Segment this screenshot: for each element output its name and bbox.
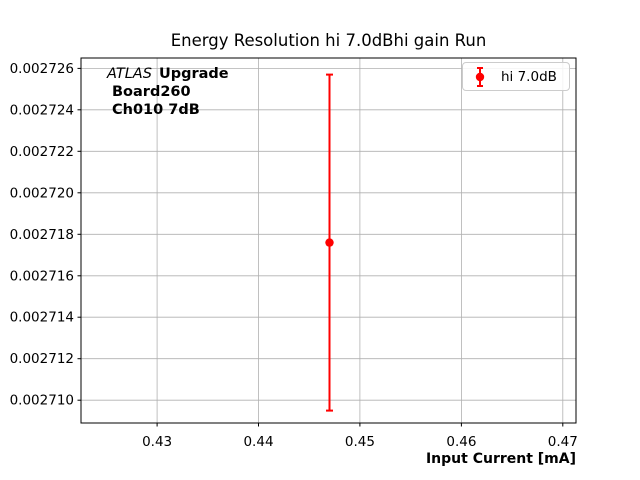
- chart-title: Energy Resolution hi 7.0dBhi gain Run: [170, 31, 487, 50]
- upgrade-label: Upgrade: [158, 66, 229, 82]
- data-point: [325, 238, 334, 247]
- y-tick-label: 0.002714: [10, 310, 74, 326]
- y-tick-label: 0.002722: [10, 144, 74, 160]
- x-tick-label: 0.46: [446, 434, 476, 450]
- legend-label: hi 7.0dB: [501, 68, 557, 85]
- channel-label: Ch010 7dB: [112, 102, 200, 118]
- y-tick-label: 0.002716: [10, 268, 74, 284]
- y-tick-label: 0.002710: [10, 393, 74, 409]
- plot-border: [80, 57, 577, 424]
- annotation-line-1: ATLAS Upgrade: [107, 65, 229, 83]
- legend-data-point: [475, 72, 485, 81]
- x-tick-label: 0.47: [548, 434, 578, 450]
- y-tick-label: 0.002718: [10, 227, 74, 243]
- y-tick-label: 0.002712: [10, 351, 74, 367]
- atlas-label: ATLAS: [107, 66, 152, 82]
- board-label: Board260: [112, 84, 191, 100]
- errorbar-marker-icon: [475, 66, 485, 87]
- x-tick-label: 0.44: [243, 434, 273, 450]
- x-tick-label: 0.43: [142, 434, 172, 450]
- x-axis-label: Input Current [mA]: [425, 451, 576, 467]
- y-tick-label: 0.002726: [10, 61, 74, 77]
- annotation: ATLAS Upgrade Board260 Ch010 7dB: [107, 65, 229, 119]
- legend: hi 7.0dB: [462, 62, 570, 91]
- y-tick-label: 0.002720: [10, 185, 74, 201]
- x-tick-label: 0.45: [345, 434, 375, 450]
- y-tick-label: 0.002724: [10, 102, 74, 118]
